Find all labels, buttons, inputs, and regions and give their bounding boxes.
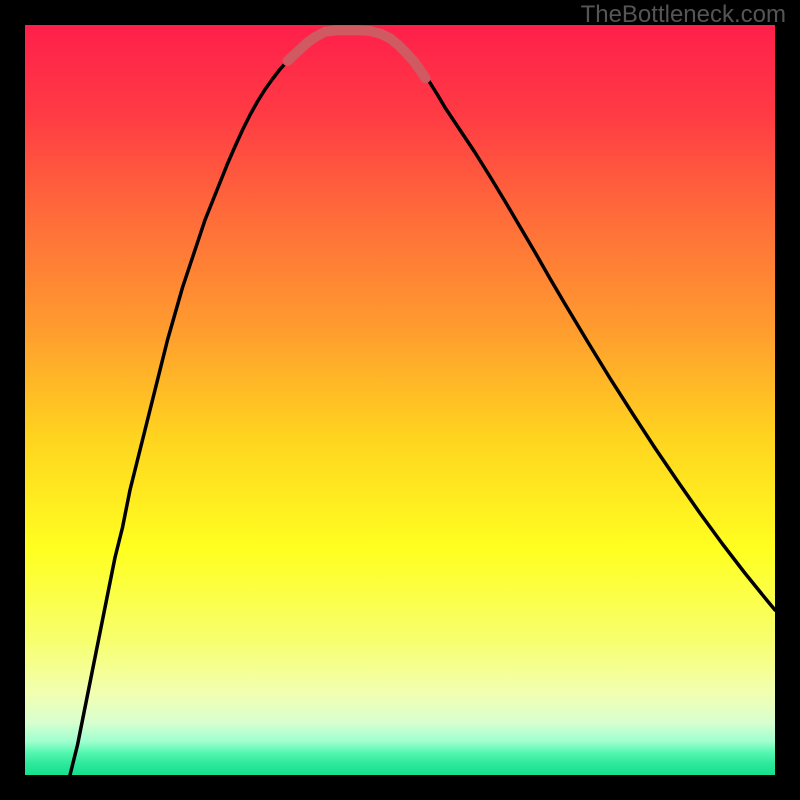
plot-area (25, 25, 775, 775)
valley-marker-dot (354, 25, 364, 35)
valley-marker-dot (365, 26, 375, 36)
valley-marker-dot (331, 25, 341, 35)
valley-marker-dot (394, 40, 404, 50)
figure-container: TheBottleneck.com (0, 0, 800, 800)
gradient-background (25, 25, 775, 775)
valley-marker-dot (310, 32, 320, 42)
valley-marker-dot (376, 29, 386, 39)
valley-marker-dot (421, 73, 431, 83)
valley-marker-dot (385, 34, 395, 44)
valley-marker-dot (401, 48, 411, 58)
valley-marker-dot (320, 27, 330, 37)
valley-marker-dot (283, 56, 293, 66)
watermark-text: TheBottleneck.com (581, 0, 786, 30)
valley-marker-dot (409, 56, 419, 66)
valley-marker-dot (294, 46, 304, 56)
valley-marker-dot (343, 25, 353, 35)
bottleneck-curve-chart (25, 25, 775, 775)
valley-marker-dot (415, 64, 425, 74)
